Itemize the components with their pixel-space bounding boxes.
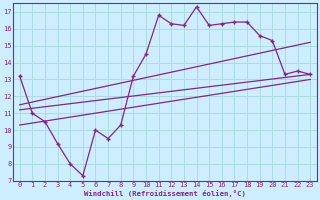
X-axis label: Windchill (Refroidissement éolien,°C): Windchill (Refroidissement éolien,°C) [84, 190, 246, 197]
